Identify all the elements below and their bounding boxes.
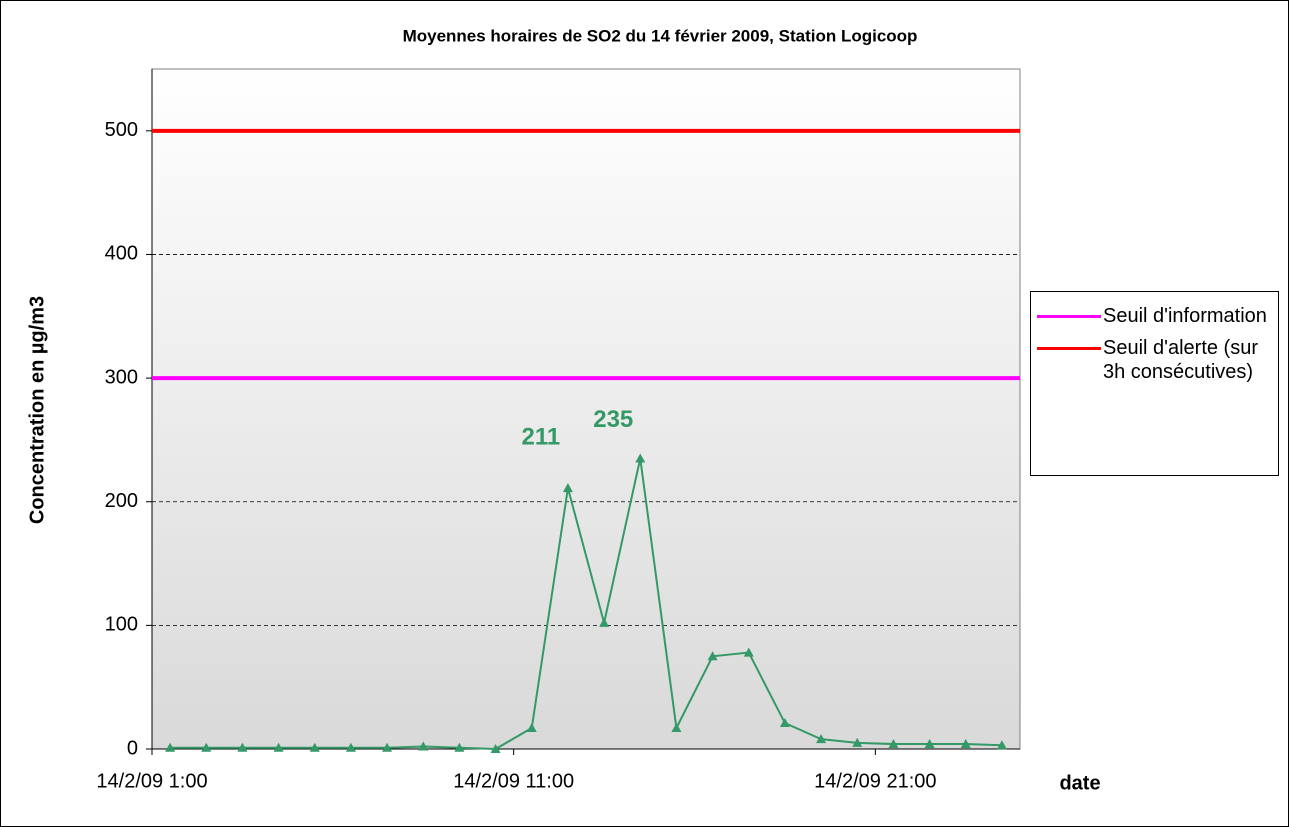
x-tick-label: 14/2/09 21:00 [814, 770, 936, 792]
legend-item: Seuil d'information [1031, 304, 1273, 328]
chart-title: Moyennes horaires de SO2 du 14 février 2… [403, 26, 918, 45]
data-marker [165, 742, 176, 752]
data-marker [201, 742, 212, 752]
data-marker [490, 744, 501, 753]
data-marker [454, 742, 465, 752]
data-marker [345, 742, 356, 752]
data-marker [743, 647, 754, 657]
data-marker [707, 651, 718, 661]
data-marker [888, 739, 899, 749]
data-marker [562, 483, 573, 493]
legend-label: Seuil d'alerte (sur 3h consécutives) [1103, 337, 1258, 383]
data-marker [960, 739, 971, 749]
data-marker [237, 742, 248, 752]
y-axis-title: Concentration en µg/m3 [26, 296, 48, 524]
legend: Seuil d'information Seuil d'alerte (sur 3… [1030, 291, 1279, 476]
data-line [170, 458, 1002, 751]
data-marker [418, 741, 429, 751]
data-label: 211 [522, 423, 561, 450]
y-tick-label: 500 [105, 119, 138, 141]
y-tick-label: 300 [105, 366, 138, 388]
y-tick-label: 200 [105, 490, 138, 512]
data-marker [599, 617, 610, 627]
legend-swatch [1037, 347, 1101, 350]
data-marker [779, 718, 790, 728]
x-tick-label: 14/2/09 1:00 [96, 770, 207, 792]
plot-area [151, 68, 1021, 750]
y-tick-label: 400 [105, 243, 138, 265]
y-tick-label: 100 [105, 614, 138, 636]
data-marker [382, 742, 393, 752]
legend-label: Seuil d'information [1103, 305, 1267, 327]
legend-item: Seuil d'alerte (sur 3h consécutives) [1031, 336, 1273, 384]
data-marker [526, 722, 537, 732]
data-marker [273, 742, 284, 752]
data-marker [635, 453, 646, 463]
y-tick-label: 0 [127, 737, 138, 759]
data-label: 235 [593, 406, 633, 433]
data-marker [996, 740, 1007, 750]
data-marker [671, 722, 682, 732]
data-marker [309, 742, 320, 752]
legend-swatch [1037, 315, 1101, 318]
x-axis-title: date [1059, 772, 1100, 794]
data-marker [924, 739, 935, 749]
x-tick-label: 14/2/09 11:00 [453, 770, 574, 792]
data-marker [852, 737, 863, 747]
data-marker [816, 734, 827, 744]
